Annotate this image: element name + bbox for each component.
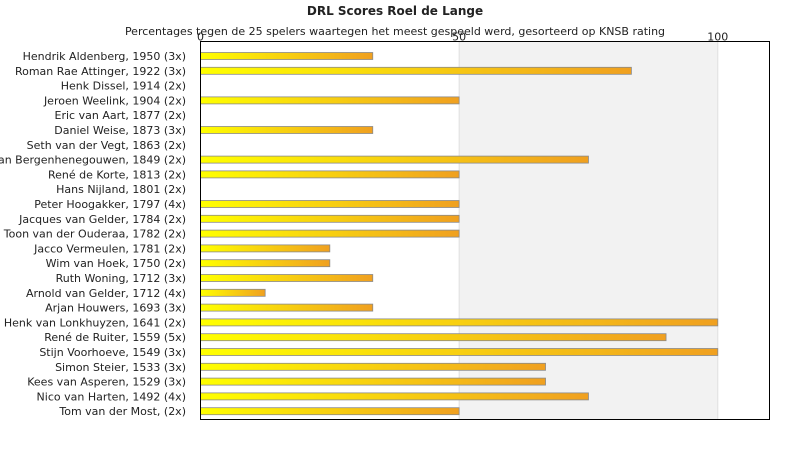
category-label: Erik van Bergenhenegouwen, 1849 (2x) bbox=[0, 154, 186, 167]
category-label: Arnold van Gelder, 1712 (4x) bbox=[26, 287, 186, 300]
bar bbox=[200, 170, 460, 179]
category-label: Daniel Weise, 1873 (3x) bbox=[54, 124, 186, 137]
bar bbox=[200, 229, 460, 238]
background-band bbox=[459, 41, 718, 420]
chart-title: DRL Scores Roel de Lange bbox=[306, 4, 484, 18]
category-label: Hendrik Aldenberg, 1950 (3x) bbox=[23, 50, 186, 63]
background-bands bbox=[200, 41, 770, 420]
bar bbox=[200, 200, 460, 208]
bar bbox=[200, 348, 719, 356]
bar bbox=[200, 392, 589, 401]
bar bbox=[200, 214, 460, 223]
bar bbox=[200, 303, 374, 312]
bar bbox=[200, 333, 667, 342]
category-label: René de Ruiter, 1559 (5x) bbox=[44, 331, 186, 344]
bar bbox=[200, 155, 589, 164]
bar bbox=[200, 244, 331, 253]
category-label: Peter Hoogakker, 1797 (4x) bbox=[34, 198, 186, 211]
category-label: Jacques van Gelder, 1784 (2x) bbox=[18, 213, 186, 226]
category-label: Toon van der Ouderaa, 1782 (2x) bbox=[3, 228, 186, 241]
bar bbox=[200, 362, 546, 371]
bar bbox=[200, 52, 374, 60]
bar bbox=[200, 259, 331, 268]
x-tick-label: 0 bbox=[197, 31, 204, 44]
category-label: Roman Rae Attinger, 1922 (3x) bbox=[15, 65, 186, 78]
x-tick-label: 100 bbox=[707, 31, 728, 44]
category-label: Jeroen Weelink, 1904 (2x) bbox=[43, 94, 186, 107]
category-label: Arjan Houwers, 1693 (3x) bbox=[45, 302, 186, 315]
bar bbox=[200, 318, 719, 327]
category-label: Ruth Woning, 1712 (3x) bbox=[56, 272, 186, 285]
category-label: Jacco Vermeulen, 1781 (2x) bbox=[33, 242, 186, 255]
category-label: Nico van Harten, 1492 (4x) bbox=[37, 390, 186, 403]
category-label: Henk Dissel, 1914 (2x) bbox=[61, 80, 186, 93]
category-label: Seth van der Vegt, 1863 (2x) bbox=[27, 139, 186, 152]
bar bbox=[200, 407, 460, 416]
category-label: Eric van Aart, 1877 (2x) bbox=[55, 109, 186, 122]
category-label: Kees van Asperen, 1529 (3x) bbox=[27, 376, 186, 389]
bar bbox=[200, 288, 266, 297]
category-label: René de Korte, 1813 (2x) bbox=[48, 168, 186, 181]
x-axis-ticks: 0 50 100 bbox=[197, 31, 728, 44]
bar bbox=[200, 96, 460, 105]
bar bbox=[200, 66, 632, 75]
plot-frame bbox=[200, 41, 770, 420]
category-label: Henk van Lonkhuyzen, 1641 (2x) bbox=[4, 316, 186, 329]
category-labels: Hendrik Aldenberg, 1950 (3x) Roman Rae At… bbox=[0, 50, 186, 418]
x-tick-label: 50 bbox=[452, 31, 466, 44]
category-label: Stijn Voorhoeve, 1549 (3x) bbox=[39, 346, 186, 359]
category-label: Tom van der Most, (2x) bbox=[58, 405, 186, 418]
bar bbox=[200, 274, 374, 282]
category-label: Hans Nijland, 1801 (2x) bbox=[56, 183, 186, 196]
category-label: Simon Steier, 1533 (3x) bbox=[55, 361, 186, 374]
bar bbox=[200, 377, 546, 386]
chart-subtitle: Percentages tegen de 25 spelers waartege… bbox=[124, 25, 666, 38]
bars bbox=[200, 52, 719, 416]
background-band bbox=[717, 41, 770, 420]
category-label: Wim van Hoek, 1750 (2x) bbox=[46, 257, 186, 270]
bar bbox=[200, 126, 374, 134]
